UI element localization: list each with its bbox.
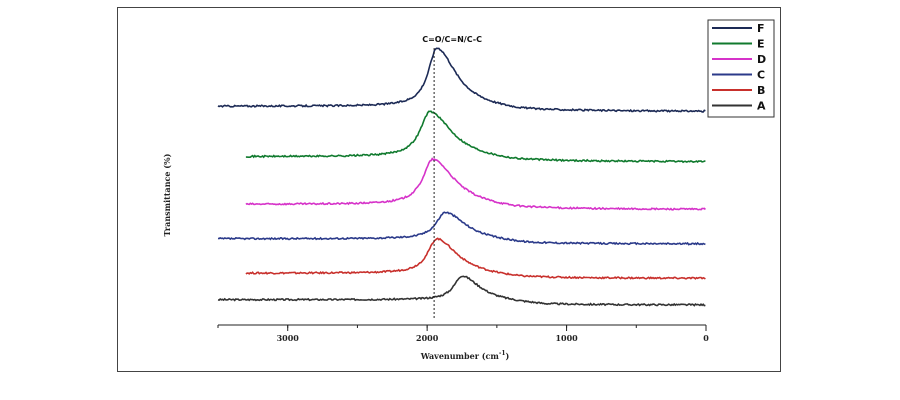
legend-label-D: D bbox=[757, 53, 766, 66]
legend-label-E: E bbox=[757, 38, 765, 51]
legend-box bbox=[707, 19, 775, 118]
series-line-C bbox=[217, 211, 706, 246]
x-axis-title-main: Wavenumber (cm bbox=[420, 351, 500, 361]
x-ticks: 3000 2000 1000 0 bbox=[217, 325, 709, 343]
x-tick-label: 0 bbox=[703, 333, 709, 343]
series-line-F bbox=[217, 47, 706, 113]
x-axis-title-tail: ) bbox=[506, 351, 510, 361]
series-line-B bbox=[245, 237, 706, 280]
y-axis-title: Transmittance (%) bbox=[162, 153, 172, 236]
x-axis-title: Wavenumber (cm-1) bbox=[420, 350, 510, 361]
x-tick-label: 2000 bbox=[416, 333, 439, 343]
legend-label-C: C bbox=[757, 69, 765, 82]
figure-frame bbox=[117, 7, 781, 372]
x-axis-title-sup: -1 bbox=[499, 350, 506, 357]
x-tick-label: 3000 bbox=[277, 333, 300, 343]
peak-annotation: C=O/C=N/C-C bbox=[422, 35, 482, 44]
x-tick-label: 1000 bbox=[555, 333, 578, 343]
legend-label-B: B bbox=[757, 84, 765, 97]
series-line-A bbox=[217, 275, 706, 307]
legend-label-A: A bbox=[757, 100, 766, 113]
series-line-D bbox=[245, 157, 706, 211]
legend-label-F: F bbox=[757, 22, 765, 35]
series-layer bbox=[217, 47, 706, 307]
series-line-E bbox=[245, 110, 706, 164]
